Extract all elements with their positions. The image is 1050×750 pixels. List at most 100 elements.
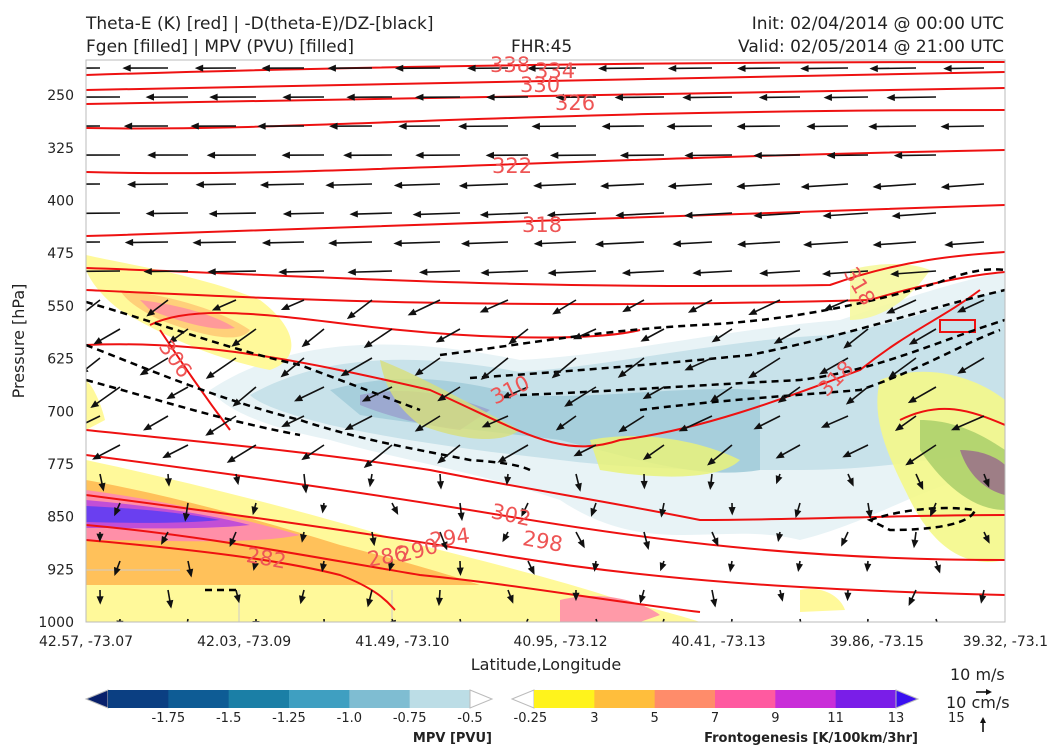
wind-vector: [888, 96, 937, 99]
wind-vector-head: [398, 122, 407, 130]
valid-time: Valid: 02/05/2014 @ 21:00 UTC: [738, 37, 1004, 57]
wind-vector-head: [393, 239, 402, 247]
wind-vector-head: [257, 122, 266, 130]
wind-vector-head: [531, 122, 540, 130]
wind-vector-head: [916, 480, 924, 491]
wind-vector-head: [872, 240, 882, 248]
wind-vector-head: [497, 455, 507, 463]
wind-vector-head: [363, 460, 373, 469]
wind-vector-head: [666, 122, 675, 130]
contour-label-318a: 318: [522, 213, 562, 237]
wind-vector: [686, 212, 733, 217]
wind-vector-head: [299, 595, 306, 605]
colorbar-tick-label: 15: [948, 711, 965, 726]
wind-vector-head: [328, 239, 337, 247]
wind-vector: [597, 241, 645, 246]
x-tick-label: 41.49, -73.10: [355, 634, 449, 650]
wind-vector-head: [322, 626, 327, 632]
wind-vector: [280, 270, 325, 273]
wind-vector-head: [547, 269, 557, 277]
wind-vector-head: [667, 182, 677, 190]
wind-vector: [147, 212, 189, 215]
wind-vector-head: [259, 181, 269, 189]
wind-vector-head: [982, 534, 990, 544]
wind-vector-head: [437, 455, 446, 464]
wind-vector-head: [114, 566, 121, 577]
wind-vector-head: [707, 481, 715, 491]
wind-vector-head: [806, 122, 815, 130]
wind-vector-head: [72, 269, 78, 274]
wind-vector-head: [502, 533, 510, 543]
colorbar-tick-label: -1.75: [152, 711, 186, 726]
wind-vector-head: [847, 477, 854, 487]
wind-vector: [808, 125, 849, 128]
wind-vector-head: [822, 211, 832, 219]
wind-vector-head: [979, 594, 987, 604]
wind-vector-head: [207, 268, 216, 276]
wind-vector-head: [57, 66, 63, 71]
wind-vector-head: [361, 394, 371, 402]
wind-vector-head: [552, 307, 562, 315]
wind-vector-head: [908, 337, 918, 345]
wind-vector: [895, 154, 937, 157]
wind-vector: [395, 241, 441, 245]
wind-vector-head: [143, 423, 153, 431]
wind-vector-head: [682, 93, 691, 101]
wind-vector-head: [145, 93, 154, 101]
wind-vector-head: [930, 507, 937, 517]
colorbar-tick-label: 9: [771, 711, 779, 726]
contour-label-326: 326: [555, 91, 595, 115]
wind-vector: [263, 241, 305, 244]
wind-vector-head: [70, 426, 76, 431]
wind-vector: [327, 183, 373, 187]
wind-vector-head: [729, 624, 734, 630]
wind-vector: [414, 212, 461, 216]
wind-vector-head: [748, 370, 758, 379]
wind-vector-head: [282, 210, 292, 218]
wind-vector-head: [527, 565, 535, 575]
wind-vector-head: [573, 449, 583, 457]
wind-vector-head: [124, 238, 134, 246]
wind-vector: [825, 96, 869, 99]
wind-vector: [549, 270, 597, 274]
wind-vector: [802, 183, 849, 188]
title-line-2: Fgen [filled] | MPV (PVU) [filled]: [86, 37, 355, 57]
wind-vector-head: [194, 64, 204, 72]
wind-vector-head: [261, 239, 271, 247]
wind-vector-head: [367, 478, 375, 488]
colorbar-tick-label: 11: [827, 711, 844, 726]
x-tick-label: 40.41, -73.13: [672, 634, 766, 650]
wind-vector: [935, 618, 938, 622]
wind-vector-head: [233, 594, 241, 604]
wind-vector-head: [614, 93, 623, 101]
wind-vector-head: [546, 211, 556, 219]
wind-vector-head: [642, 452, 652, 461]
vector-key-vertical-arrowhead: [980, 717, 986, 723]
wind-vector-head: [232, 398, 242, 407]
contour-label-322: 322: [492, 154, 532, 178]
wind-vector: [535, 183, 577, 187]
wind-vector-head: [711, 334, 721, 343]
wind-vector-head: [252, 561, 259, 571]
colorbar-swatch: [594, 690, 656, 708]
wind-vector: [738, 183, 781, 188]
wind-vector-head: [940, 122, 949, 131]
wind-vector: [824, 212, 869, 217]
wind-vector-head: [122, 64, 131, 72]
colorbar-swatch: [534, 690, 595, 708]
contour-label-330: 330: [520, 73, 560, 97]
wind-vector-head: [206, 151, 216, 159]
wind-vector: [209, 270, 257, 273]
wind-vector-head: [590, 507, 598, 517]
wind-vector-head: [521, 507, 529, 517]
colorbar-tick-label: -0.75: [393, 711, 427, 726]
wind-vector-head: [480, 269, 489, 277]
wind-vector-head: [577, 539, 585, 549]
wind-vector-head: [412, 210, 422, 218]
wind-vector-head: [594, 240, 604, 248]
wind-vector-head: [145, 209, 155, 218]
wind-vector: [460, 183, 509, 187]
wind-vector-head: [414, 368, 424, 376]
wind-vector-head: [226, 455, 236, 463]
wind-vector: [145, 270, 189, 273]
